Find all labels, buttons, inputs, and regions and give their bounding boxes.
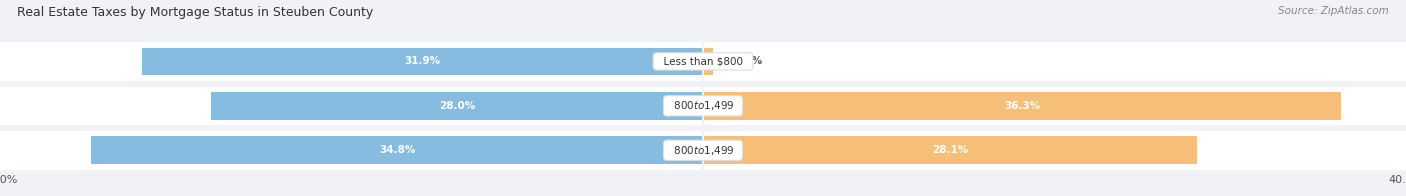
Text: Less than $800: Less than $800 [657, 56, 749, 66]
Bar [211, 92, 703, 120]
Bar [0, 86, 1406, 125]
Text: Source: ZipAtlas.com: Source: ZipAtlas.com [1278, 6, 1389, 16]
Text: 28.0%: 28.0% [439, 101, 475, 111]
Bar [0, 42, 1406, 81]
Text: 28.1%: 28.1% [932, 145, 969, 155]
Bar [703, 48, 713, 75]
Bar [142, 48, 703, 75]
Bar [91, 136, 703, 164]
Text: $800 to $1,499: $800 to $1,499 [666, 99, 740, 112]
Text: Real Estate Taxes by Mortgage Status in Steuben County: Real Estate Taxes by Mortgage Status in … [17, 6, 373, 19]
Text: 31.9%: 31.9% [405, 56, 440, 66]
Bar [703, 92, 1341, 120]
Text: 36.3%: 36.3% [1004, 101, 1040, 111]
Text: 34.8%: 34.8% [380, 145, 415, 155]
Text: $800 to $1,499: $800 to $1,499 [666, 144, 740, 157]
Bar [703, 136, 1197, 164]
Text: 0.55%: 0.55% [727, 56, 763, 66]
Bar [0, 131, 1406, 170]
